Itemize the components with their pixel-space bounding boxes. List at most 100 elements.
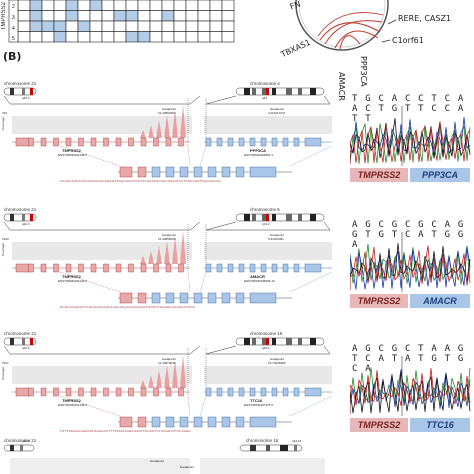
right-ideogram-band (244, 338, 250, 345)
coverage-max-label: 3193 (2, 237, 9, 241)
right-exon (293, 387, 300, 397)
left-coverage-track (12, 366, 192, 384)
left-band-label: q22.3 (22, 222, 30, 226)
matrix-cell (209, 10, 223, 22)
coverage-spike (180, 105, 186, 138)
sanger-sequence: T G C A C C T C A A C T G T T C C A T T (352, 94, 465, 124)
fusion-connector (187, 395, 191, 417)
coverage-max-label: 7627 (2, 361, 9, 365)
circos-plot: FN RERE, CASZ1 C1orf61 TBXAS1 AMACR PPP3… (280, 0, 474, 101)
coverage-spike (148, 125, 154, 138)
breakpoint-left-pos: 21:42866009 (158, 237, 176, 241)
partial-right-chrom: chromosome 16 (246, 438, 279, 443)
fused-exon-left (119, 166, 133, 178)
left-gene-name: TMPRSS2 (62, 398, 81, 403)
fusion-diagram (3, 213, 333, 304)
right-exon (293, 263, 300, 273)
right-exon (271, 137, 278, 147)
fused-exon-right (235, 166, 245, 178)
fused-exon-right (165, 166, 175, 178)
right-zoom-bracket (205, 221, 331, 231)
matrix-cell (197, 20, 211, 32)
right-exon (205, 137, 212, 147)
gene-tag-right: PPP3CA (410, 168, 470, 182)
left-ideogram-marker (30, 88, 33, 95)
fused-exon-left (137, 292, 147, 304)
partial-right-band: q24.13 (292, 439, 302, 443)
right-exon (304, 387, 322, 397)
junction-sequence: CAAGCTGCCCACCGCAGCCAGGGATGGCAGCCCCTCCAGA… (60, 179, 221, 183)
right-exon (238, 263, 245, 273)
matrix-cell (89, 31, 103, 43)
matrix-cell (221, 20, 235, 32)
matrix-cell (173, 31, 187, 43)
fusion-connector (187, 271, 191, 293)
right-exon (271, 387, 278, 397)
matrix-cell (77, 10, 91, 22)
matrix-cell (29, 20, 43, 32)
gene-tag-right: TTC16 (410, 418, 470, 432)
right-ideogram-band (310, 88, 316, 95)
right-chrom-label: chromosome 5 (250, 207, 280, 212)
right-exon (216, 387, 223, 397)
left-exon (28, 263, 34, 273)
left-exon (165, 263, 172, 273)
fusion-connector (199, 395, 207, 417)
left-exon (153, 387, 159, 397)
coverage-spike (140, 380, 146, 388)
right-exon (282, 387, 289, 397)
left-exon (115, 137, 122, 147)
breakpoint-right-label: breakpoint (270, 233, 285, 237)
right-exon (216, 263, 223, 273)
matrix-cell (41, 31, 55, 43)
matrix-cell (17, 10, 31, 22)
right-exon (238, 137, 245, 147)
matrix-cell (65, 10, 79, 22)
left-ideogram-band (22, 214, 25, 221)
fusion-row: chromosome 21 chromosome 16 q22.3 q22.2 Cove… (0, 330, 474, 450)
chromatogram-trace (350, 368, 471, 414)
fused-exon-right (221, 416, 231, 428)
right-ideogram-band (272, 214, 276, 221)
circos-arcs (295, 0, 397, 51)
right-exon (227, 137, 234, 147)
matrix-cell (101, 31, 115, 43)
left-exon (140, 387, 147, 397)
matrix-cell (161, 31, 175, 43)
matrix-cell (161, 20, 175, 32)
fused-exon-right (249, 292, 277, 304)
right-ideogram-band (310, 214, 316, 221)
breakpoint-right-label: breakpoint (270, 107, 285, 111)
chromatogram (350, 106, 471, 166)
panel-b-label: (B) (3, 50, 22, 63)
right-exon (282, 263, 289, 273)
matrix-cell (53, 10, 67, 22)
matrix-cell (89, 10, 103, 22)
right-exon (205, 387, 212, 397)
matrix-cell (101, 10, 115, 22)
left-exon (65, 387, 72, 397)
fused-exon-left (137, 416, 147, 428)
junction-sequence: TGTTGGAACGAAGATGAGGCCTTTTAATACAGCAAGTTCC… (60, 429, 191, 433)
left-coverage-track (12, 116, 192, 134)
matrix-cell (197, 10, 211, 22)
matrix-cell (137, 20, 151, 32)
breakpoint-left-pos: 21:42870046 (158, 361, 176, 365)
right-exon (205, 263, 212, 273)
matrix-cell (137, 10, 151, 22)
matrix-cell (221, 0, 235, 11)
left-exon (115, 263, 122, 273)
right-coverage-track (204, 242, 332, 260)
matrix-cell (89, 0, 103, 11)
right-ideogram-band (262, 214, 268, 221)
left-exon (165, 387, 172, 397)
fused-exon-right (235, 416, 245, 428)
fusion-connector (59, 395, 121, 417)
matrix-cell (161, 0, 175, 11)
matrix-cell (53, 20, 67, 32)
matrix-cell (113, 20, 127, 32)
matrix-cell (185, 10, 199, 22)
left-exon (78, 387, 84, 397)
coverage-axis-label: Coverage (1, 242, 5, 256)
left-exon (40, 263, 47, 273)
